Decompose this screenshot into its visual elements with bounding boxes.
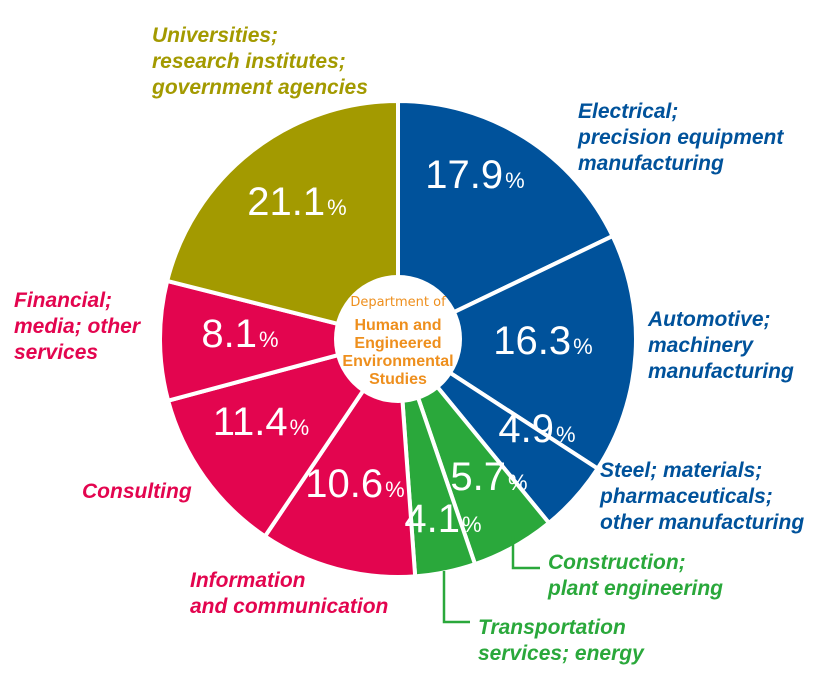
percent-labels: 17.9% 16.3% 4.9%5.7%4.1%10.6% 11.4% 8.1% 21.1… bbox=[201, 153, 592, 541]
category-label-4: Construction; plant engineering bbox=[547, 551, 723, 600]
leader-lines bbox=[442, 536, 540, 624]
percent-label-9: 21.1% bbox=[247, 180, 346, 224]
category-labels: Electrical; precision equipment manufactur… bbox=[14, 24, 804, 665]
category-label-1: Electrical; precision equipment manufactur… bbox=[577, 100, 784, 175]
pie-slice-1 bbox=[396, 99, 615, 341]
leader-line-5 bbox=[442, 571, 470, 624]
percent-label-1: 17.9% bbox=[425, 153, 524, 197]
center-label: Department of Human and Engineered Envir… bbox=[342, 295, 453, 388]
category-label-8: Financial; media; other services bbox=[14, 289, 142, 364]
percent-label-5: 4.1% bbox=[404, 497, 481, 541]
category-label-5: Transportation services; energy bbox=[478, 616, 645, 665]
percent-label-2: 16.3% bbox=[493, 319, 592, 363]
category-label-3: Steel; materials; pharmaceuticals; other m… bbox=[599, 459, 804, 534]
leader-line-4 bbox=[511, 536, 540, 570]
center-name-line-4: Studies bbox=[369, 371, 427, 388]
pie-slices bbox=[158, 99, 638, 579]
percent-label-3: 4.9% bbox=[498, 407, 575, 451]
pie-slice-8 bbox=[158, 278, 400, 403]
category-label-9: Universities; research institutes; governm… bbox=[151, 24, 368, 99]
category-label-7: Consulting bbox=[82, 480, 192, 503]
pie-slice-7 bbox=[166, 337, 400, 539]
center-name-line-3: Environmental bbox=[342, 353, 453, 370]
pie-slice-9 bbox=[165, 99, 400, 341]
percent-label-6: 10.6% bbox=[305, 462, 404, 506]
center-disc bbox=[334, 275, 462, 403]
percent-label-8: 8.1% bbox=[201, 312, 278, 356]
pie-slice-2 bbox=[396, 234, 638, 471]
percent-label-7: 11.4% bbox=[213, 400, 309, 444]
center-name-line-1: Human and bbox=[354, 317, 441, 334]
center-name-line-2: Engineered bbox=[354, 335, 441, 352]
category-label-6: Information and communication bbox=[190, 569, 388, 618]
percent-label-4: 5.7% bbox=[450, 455, 527, 499]
center-dept-line: Department of bbox=[350, 295, 446, 310]
category-label-2: Automotive; machinery manufacturing bbox=[647, 308, 794, 383]
